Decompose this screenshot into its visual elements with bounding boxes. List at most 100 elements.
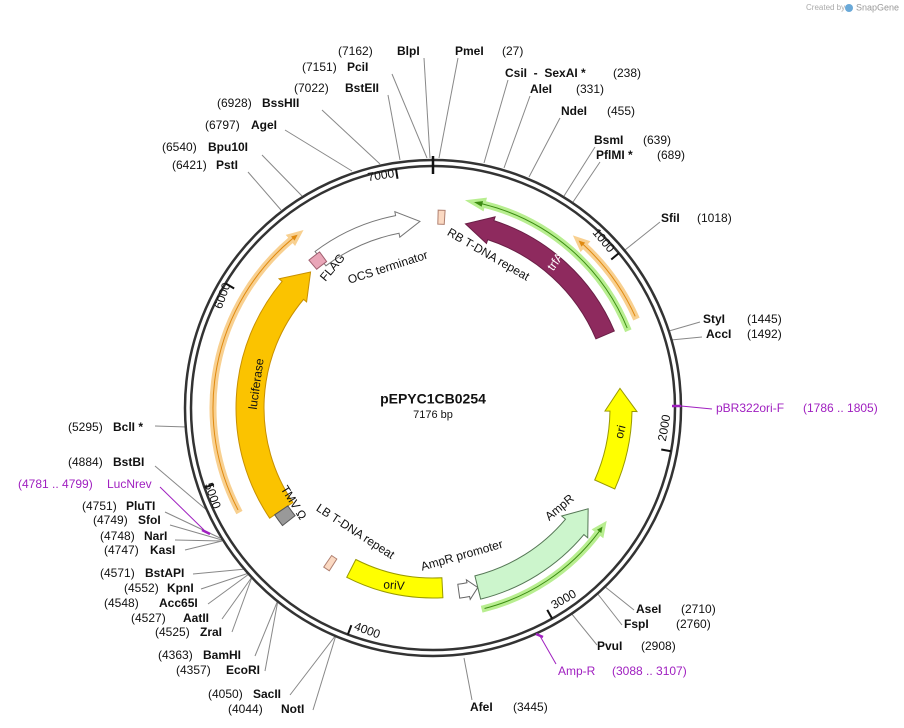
- feature-shape: [594, 387, 638, 490]
- feature-label: AmpR promoter: [419, 537, 504, 574]
- site-line: [254, 599, 279, 657]
- site-position: (689): [657, 148, 685, 162]
- primer-range: (3088 .. 3107): [612, 664, 687, 678]
- site-name: AccI: [706, 327, 731, 341]
- site-name: SfoI: [138, 513, 161, 527]
- site-position: (6797): [205, 118, 240, 132]
- site-line: [572, 161, 601, 203]
- site-position: (2760): [676, 617, 711, 631]
- tick-mark: [346, 624, 353, 635]
- primer-name: pBR322ori-F: [716, 401, 784, 415]
- feature-shape: [474, 508, 589, 600]
- site-name: CsiI - SexAI *: [505, 66, 586, 80]
- site-line: [596, 592, 623, 626]
- tick-mark: [204, 483, 215, 489]
- site-position: (2710): [681, 602, 716, 616]
- feature-shape: [572, 235, 640, 321]
- site-line: [221, 576, 253, 620]
- primer-line: [159, 486, 205, 531]
- site-line: [174, 539, 223, 542]
- site-name: ZraI: [200, 625, 222, 639]
- site-name: Acc65I: [159, 596, 198, 610]
- tick-label: 6000: [211, 280, 233, 310]
- site-line: [154, 425, 188, 428]
- tick-mark: [661, 448, 672, 453]
- site-lines: [154, 57, 703, 711]
- site-position: (4747): [104, 543, 139, 557]
- primer-range: (4781 .. 4799): [18, 477, 93, 491]
- site-name: PflMI *: [596, 148, 633, 162]
- feature-shape: [480, 520, 607, 613]
- site-line: [284, 129, 353, 172]
- site-position: (7022): [294, 81, 329, 95]
- site-line: [312, 634, 337, 711]
- site-position: (2908): [641, 639, 676, 653]
- site-position: (6928): [217, 96, 252, 110]
- site-position: (1445): [747, 312, 782, 326]
- site-position: (4357): [176, 663, 211, 677]
- site-position: (4749): [93, 513, 128, 527]
- primer-line: [680, 405, 713, 410]
- tick-mark: [225, 282, 235, 290]
- credit: Created by: [806, 3, 845, 12]
- site-name: BstBI: [113, 455, 144, 469]
- site-name: NarI: [144, 529, 167, 543]
- primer-range: (1786 .. 1805): [803, 401, 878, 415]
- site-position: (6421): [172, 158, 207, 172]
- site-name: AseI: [636, 602, 661, 616]
- site-line: [321, 109, 381, 165]
- site-position: (4884): [68, 455, 103, 469]
- site-name: PluTI: [126, 499, 155, 513]
- site-position: (455): [607, 104, 635, 118]
- feature-shape: [464, 197, 632, 333]
- site-position: (4050): [208, 687, 243, 701]
- site-name: BstEII: [345, 81, 379, 95]
- feature-shape: [235, 271, 312, 519]
- site-name: BstAPI: [145, 566, 184, 580]
- site-line: [387, 94, 401, 161]
- site-line: [603, 585, 635, 611]
- feature-label: ori: [612, 424, 629, 440]
- site-position: (5295): [68, 420, 103, 434]
- site-position: (639): [643, 133, 671, 147]
- site-name: NdeI: [561, 104, 587, 118]
- site-name: PciI: [347, 60, 368, 74]
- site-line: [503, 95, 531, 169]
- site-line: [261, 154, 303, 197]
- feature-label: oriV: [383, 577, 405, 592]
- site-name: PmeI: [455, 44, 484, 58]
- site-name: PstI: [216, 158, 238, 172]
- site-position: (7162): [338, 44, 373, 58]
- site-name: SfiI: [661, 211, 680, 225]
- tick-label: 3000: [549, 586, 579, 612]
- tick-mark: [394, 168, 399, 179]
- site-name: AgeI: [251, 118, 277, 132]
- site-position: (7151): [302, 60, 337, 74]
- site-line: [231, 576, 253, 633]
- site-name: BssHII: [262, 96, 299, 110]
- site-name: AleI: [530, 82, 552, 96]
- site-position: (4044): [228, 702, 263, 716]
- primer-mark: [201, 528, 211, 536]
- site-line: [438, 57, 459, 159]
- site-line: [423, 57, 431, 159]
- feature-shape: [346, 558, 444, 599]
- site-position: (3445): [513, 700, 548, 714]
- site-position: (331): [576, 82, 604, 96]
- site-name: PvuI: [597, 639, 622, 653]
- site-line: [207, 573, 250, 605]
- site-line: [624, 221, 661, 251]
- tick-mark: [610, 252, 620, 261]
- site-line: [528, 117, 561, 178]
- plasmid-length: 7176 bp: [413, 409, 453, 421]
- site-line: [169, 524, 223, 541]
- site-name: NotI: [281, 702, 304, 716]
- site-position: (27): [502, 44, 523, 58]
- site-name: AfeI: [470, 700, 493, 714]
- site-position: (4363): [158, 648, 193, 662]
- site-name: BclI *: [113, 420, 143, 434]
- site-name: BsmI: [594, 133, 623, 147]
- feature-shape: [314, 210, 421, 267]
- site-line: [391, 73, 428, 159]
- site-position: (1492): [747, 327, 782, 341]
